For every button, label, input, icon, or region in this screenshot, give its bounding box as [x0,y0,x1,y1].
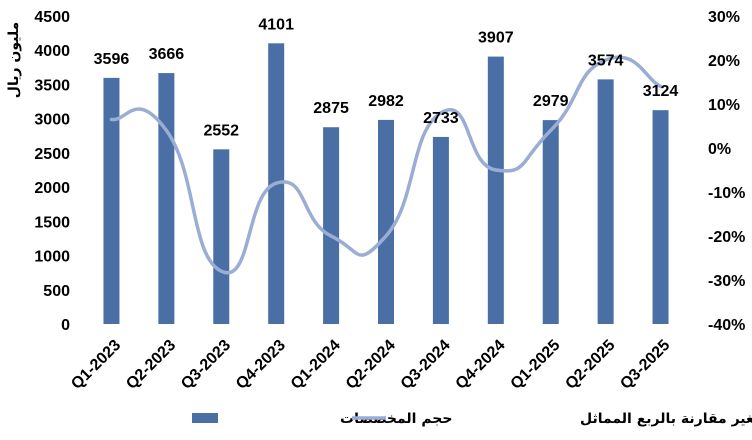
y2-tick-label: -30% [708,273,745,290]
y-tick-label: 4500 [34,9,70,26]
x-tick-label: Q3-2024 [398,337,454,393]
bar [103,77,120,324]
bar-value-label: 4101 [258,16,294,33]
bar-value-label: 2979 [533,93,569,110]
y-tick-label: 3500 [34,77,70,94]
bar [542,120,559,324]
right-axis-ticks: -40% -30% -20% -10% 0% 10% 20% 30% [708,9,745,334]
x-tick-label: Q3-2023 [178,337,234,393]
bar-value-label: 3574 [588,52,624,69]
bar [213,149,230,324]
bar [378,119,394,324]
x-tick-label: Q2-2024 [343,337,399,393]
y2-tick-label: 0% [708,141,731,158]
bar-value-label: 3124 [643,83,679,100]
bar-value-label: 3596 [94,51,130,68]
x-tick-label: Q3-2025 [617,337,673,393]
bar [597,79,614,325]
y2-tick-label: -40% [708,317,745,334]
bar-value-label: 3666 [149,46,185,63]
change-line-series [109,55,663,275]
legend-bar-label: حجم المخصصات [340,411,452,427]
x-tick-label: Q1-2023 [68,337,124,393]
y-tick-label: 3000 [34,112,70,129]
bar [323,127,340,324]
x-axis-ticks: Q1-2023Q2-2023Q3-2023Q4-2023Q1-2024Q2-20… [68,337,673,393]
bar [487,56,504,324]
x-tick-label: Q4-2024 [453,337,509,393]
legend: حجم المخصصات التغير مقارنة بالربع المماث… [192,411,752,427]
x-tick-label: Q1-2024 [288,337,344,393]
y2-tick-label: -20% [708,229,745,246]
x-tick-label: Q2-2025 [562,337,618,393]
bar-value-label: 2982 [368,93,404,110]
y-tick-label: 0 [61,317,70,334]
bar [652,110,669,324]
y-tick-label: 500 [43,283,70,300]
y-tick-label: 1000 [34,249,70,266]
data-labels: 3596 3666 2552 4101 2875 2982 2733 3907 2979 3574… [94,16,679,139]
bar-value-label: 2552 [203,122,239,139]
bar [432,136,449,324]
y-tick-label: 1500 [34,214,70,231]
legend-line-label: التغير مقارنة بالربع المماثل [580,411,752,427]
y-tick-label: 2000 [34,180,70,197]
x-tick-label: Q1-2025 [508,337,564,393]
bar [158,73,175,324]
x-tick-label: Q2-2023 [123,337,179,393]
y2-tick-label: 20% [708,53,740,70]
bar-value-label: 3907 [478,30,514,47]
left-axis-ticks: 0 500 1000 1500 2000 2500 3000 3500 4000 4500 [34,9,70,334]
bar-value-label: 2733 [423,110,459,127]
y-tick-label: 2500 [34,146,70,163]
y2-tick-label: 30% [708,9,740,26]
y2-tick-label: -10% [708,185,745,202]
legend-bar-swatch [192,413,218,423]
x-tick-label: Q4-2023 [233,337,289,393]
y-tick-label: 4000 [34,43,70,60]
y2-tick-label: 10% [708,97,740,114]
y-axis-title: مليون ريال [6,22,22,98]
bar-value-label: 2875 [313,100,349,117]
